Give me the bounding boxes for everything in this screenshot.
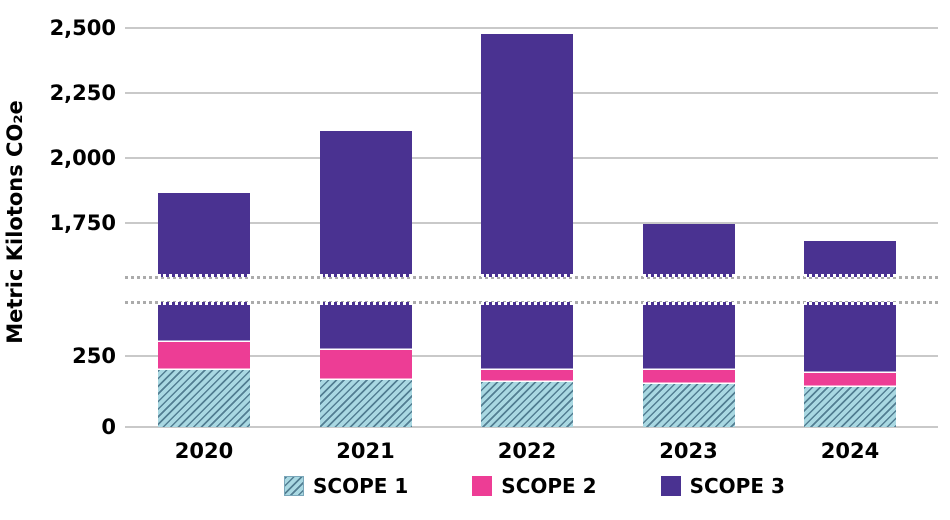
legend-item-scope2: SCOPE 2 <box>472 474 597 498</box>
bar-segment-scope2-2024 <box>804 373 896 388</box>
gridline-0 <box>125 426 938 428</box>
scope2-swatch-icon <box>472 476 493 496</box>
legend-item-scope1: SCOPE 1 <box>284 474 408 498</box>
x-tick-label-2024: 2024 <box>820 439 880 463</box>
x-tick-label-2021: 2021 <box>336 439 395 463</box>
bar-segment-scope1-2021 <box>319 380 412 427</box>
y-tick-label-2,500: 2,500 <box>49 15 116 40</box>
scope1-hatch-swatch-icon <box>284 476 304 496</box>
bar-segment-scope3-upper-2020 <box>158 193 250 277</box>
x-tick-label-2023: 2023 <box>659 439 718 463</box>
y-tick-label-250: 250 <box>72 343 116 368</box>
bar-segment-scope2-2020 <box>158 341 250 371</box>
bar-segment-scope1-2020 <box>158 370 250 427</box>
scope3-swatch-icon <box>660 476 681 496</box>
bar-segment-scope3-upper-2024 <box>804 241 896 277</box>
bar-segment-scope1-2022 <box>481 381 573 427</box>
bar-segment-scope2-2023 <box>642 370 735 385</box>
y-tick-label-2,250: 2,250 <box>49 80 116 105</box>
legend-item-scope3: SCOPE 3 <box>660 474 785 498</box>
legend-label-scope2: SCOPE 2 <box>501 474 597 498</box>
y-tick-label-1,750: 1,750 <box>49 210 116 235</box>
bar-segment-scope3-lower-2021 <box>319 302 412 351</box>
legend: SCOPE 1 SCOPE 2 SCOPE 3 <box>284 474 785 498</box>
bar-segment-scope3-upper-2022 <box>481 34 573 277</box>
legend-label-scope1: SCOPE 1 <box>313 474 409 498</box>
x-tick-label-2020: 2020 <box>174 439 234 463</box>
y-tick-label-2,000: 2,000 <box>49 145 116 170</box>
gridline-2,500 <box>125 26 938 29</box>
bar-segment-scope3-lower-2020 <box>158 302 250 342</box>
bar-segment-scope3-upper-2023 <box>642 224 735 277</box>
x-tick-label-2022: 2022 <box>497 439 557 463</box>
bar-segment-scope1-2024 <box>804 387 896 427</box>
axis-break-line-upper <box>125 276 938 279</box>
bar-segment-scope1-2023 <box>642 384 735 427</box>
bar-segment-scope3-lower-2022 <box>481 302 573 371</box>
bar-segment-scope3-lower-2024 <box>804 302 896 374</box>
bar-segment-scope2-2021 <box>319 350 412 381</box>
y-tick-label-0: 0 <box>101 415 116 439</box>
legend-label-scope3: SCOPE 3 <box>689 474 785 498</box>
bar-segment-scope3-upper-2021 <box>319 130 412 277</box>
bar-segment-scope2-2022 <box>481 370 573 382</box>
bar-segment-scope3-lower-2023 <box>642 302 735 371</box>
